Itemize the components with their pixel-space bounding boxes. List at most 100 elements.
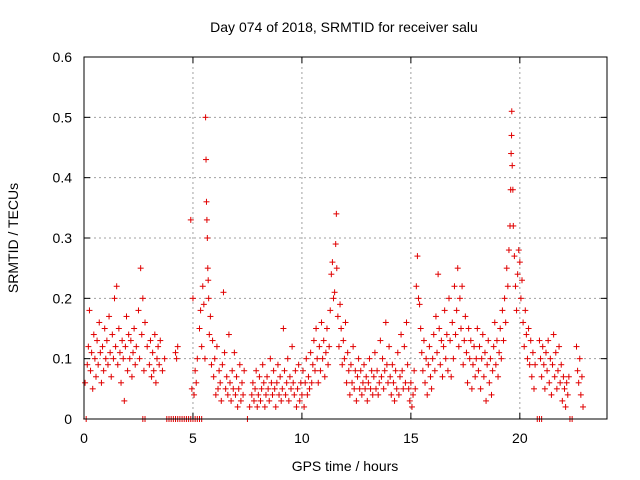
data-point xyxy=(248,391,255,398)
data-point xyxy=(488,391,495,398)
data-point xyxy=(349,379,356,386)
data-point xyxy=(562,403,569,410)
data-point xyxy=(465,325,472,332)
data-point xyxy=(357,367,364,374)
data-point xyxy=(227,379,234,386)
data-point xyxy=(365,379,372,386)
data-point xyxy=(258,385,265,392)
data-point xyxy=(222,385,229,392)
data-point xyxy=(547,355,554,362)
data-point xyxy=(359,379,366,386)
data-point xyxy=(375,391,382,398)
data-point xyxy=(188,385,195,392)
data-point xyxy=(381,367,388,374)
data-point xyxy=(419,367,426,374)
data-point xyxy=(504,283,511,290)
data-point xyxy=(515,247,522,254)
data-point xyxy=(467,337,474,344)
data-point xyxy=(424,391,431,398)
data-point xyxy=(508,150,515,157)
data-point xyxy=(576,355,583,362)
data-point xyxy=(112,343,119,350)
data-point xyxy=(207,313,214,320)
data-point xyxy=(84,361,91,368)
data-point xyxy=(525,325,532,332)
data-point xyxy=(147,337,154,344)
data-points xyxy=(82,108,587,422)
y-axis-label: SRMTID / TECUs xyxy=(5,183,21,293)
data-point xyxy=(302,379,309,386)
data-point xyxy=(371,349,378,356)
data-point xyxy=(223,373,230,380)
data-point xyxy=(347,361,354,368)
data-point xyxy=(480,373,487,380)
data-point xyxy=(231,349,238,356)
data-point xyxy=(442,355,449,362)
data-point xyxy=(416,301,423,308)
data-point xyxy=(399,367,406,374)
data-point xyxy=(519,277,526,284)
data-point xyxy=(477,385,484,392)
data-point xyxy=(313,325,320,332)
data-point xyxy=(438,337,445,344)
data-point xyxy=(82,379,89,386)
data-point xyxy=(492,361,499,368)
data-point xyxy=(544,367,551,374)
data-point xyxy=(259,361,266,368)
data-point xyxy=(513,307,520,314)
data-point xyxy=(496,349,503,356)
data-point xyxy=(447,337,454,344)
data-point xyxy=(146,361,153,368)
data-point xyxy=(216,367,223,374)
data-point xyxy=(400,385,407,392)
data-point xyxy=(392,367,399,374)
data-point xyxy=(578,373,585,380)
data-point xyxy=(194,355,201,362)
x-tick-label: 0 xyxy=(80,430,88,446)
x-axis-label: GPS time / hours xyxy=(292,458,399,474)
data-point xyxy=(356,385,363,392)
data-point xyxy=(524,355,531,362)
data-point xyxy=(107,349,114,356)
data-point xyxy=(472,373,479,380)
data-point xyxy=(554,367,561,374)
data-point xyxy=(420,337,427,344)
data-point xyxy=(384,379,391,386)
data-point xyxy=(151,331,158,338)
data-point xyxy=(144,343,151,350)
data-point xyxy=(115,325,122,332)
data-point xyxy=(559,397,566,404)
data-point xyxy=(279,385,286,392)
data-point xyxy=(333,210,340,217)
data-point xyxy=(383,361,390,368)
data-point xyxy=(413,283,420,290)
data-point xyxy=(474,325,481,332)
data-point xyxy=(191,391,198,398)
data-point xyxy=(274,361,281,368)
data-point xyxy=(440,343,447,350)
data-point xyxy=(85,343,92,350)
data-point xyxy=(462,313,469,320)
data-point xyxy=(109,331,116,338)
y-tick-label: 0 xyxy=(64,411,72,427)
data-point xyxy=(548,391,555,398)
data-point xyxy=(404,361,411,368)
data-point xyxy=(503,265,510,272)
data-point xyxy=(269,391,276,398)
data-point xyxy=(481,349,488,356)
data-point xyxy=(320,337,327,344)
data-point xyxy=(434,349,441,356)
data-point xyxy=(236,361,243,368)
data-point xyxy=(206,331,213,338)
data-point xyxy=(139,295,146,302)
data-point xyxy=(267,355,274,362)
data-point xyxy=(225,331,232,338)
data-point xyxy=(444,367,451,374)
data-point xyxy=(557,379,564,386)
data-point xyxy=(148,373,155,380)
data-point xyxy=(241,367,248,374)
data-point xyxy=(264,373,271,380)
data-point xyxy=(150,367,157,374)
data-point xyxy=(119,337,126,344)
data-point xyxy=(280,325,287,332)
